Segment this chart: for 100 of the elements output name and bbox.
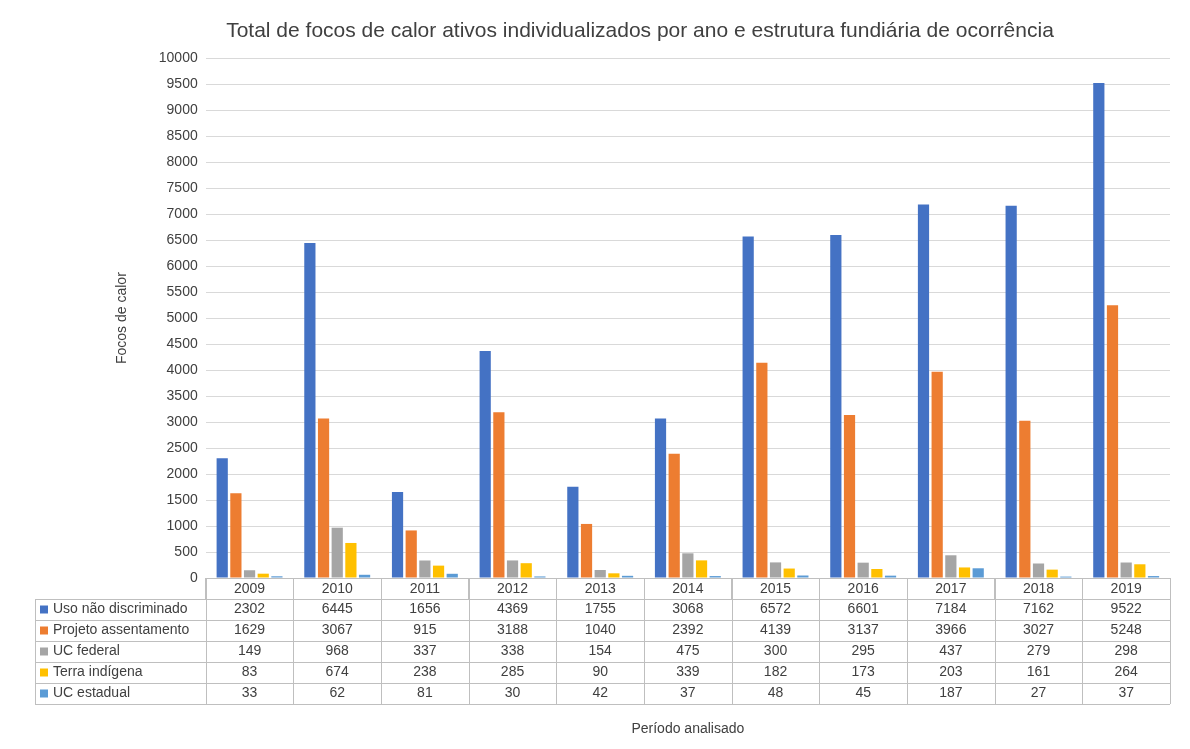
bar <box>608 573 620 578</box>
bar <box>230 493 242 578</box>
y-tick-label: 8500 <box>166 127 198 144</box>
data-label: 37 <box>680 684 696 701</box>
y-tick-label: 3500 <box>166 386 198 403</box>
bar <box>594 570 606 578</box>
bar <box>520 563 532 578</box>
bar <box>756 362 768 578</box>
bar <box>257 573 269 578</box>
y-tick-label: 5500 <box>166 282 198 299</box>
data-label: 2392 <box>672 621 704 638</box>
data-label: 149 <box>237 642 262 659</box>
bar <box>668 453 680 578</box>
bar <box>243 570 256 578</box>
data-label: 1040 <box>584 621 616 638</box>
y-tick-label: 4000 <box>166 360 198 377</box>
data-label: 27 <box>1030 684 1047 701</box>
legend-label: Terra indígena <box>53 663 143 680</box>
data-label: 475 <box>676 642 700 659</box>
data-label: 154 <box>588 642 613 659</box>
data-label: 182 <box>763 663 788 680</box>
y-tick-label: 10000 <box>158 49 198 66</box>
bar <box>1120 562 1132 578</box>
data-label: 4369 <box>496 600 529 617</box>
y-tick-label: 9500 <box>166 75 198 92</box>
x-tick-label: 2012 <box>496 580 529 597</box>
y-tick-label: 6500 <box>166 230 198 247</box>
bar <box>216 458 228 578</box>
bar <box>345 542 357 578</box>
bar <box>506 560 519 578</box>
data-label: 7184 <box>935 600 967 617</box>
bar <box>1032 563 1045 578</box>
data-label: 1656 <box>409 600 441 617</box>
x-tick-label: 2019 <box>1110 580 1142 597</box>
data-label: 2302 <box>233 600 266 617</box>
y-tick-label: 0 <box>189 568 198 585</box>
data-label: 33 <box>241 684 258 701</box>
bar <box>857 562 869 578</box>
x-tick-label: 2009 <box>233 580 266 597</box>
y-tick-label: 7000 <box>166 205 198 221</box>
data-label: 300 <box>763 642 788 659</box>
data-label: 915 <box>413 621 437 638</box>
x-tick-label: 2013 <box>584 580 616 597</box>
bar <box>419 560 431 578</box>
bar <box>972 568 984 578</box>
data-label: 187 <box>939 684 963 701</box>
data-label: 1755 <box>584 600 616 617</box>
bar <box>695 560 708 578</box>
y-tick-label: 2000 <box>166 464 198 481</box>
bar <box>1106 305 1119 578</box>
data-label: 337 <box>413 642 437 659</box>
x-tick-label: 2011 <box>409 580 441 597</box>
data-label: 83 <box>241 663 258 680</box>
data-label: 37 <box>1118 684 1135 701</box>
data-label: 238 <box>413 663 437 680</box>
bar <box>580 523 593 578</box>
bar <box>446 573 458 578</box>
data-label: 42 <box>592 684 609 701</box>
bar <box>493 412 505 578</box>
x-tick-label: 2018 <box>1022 580 1055 597</box>
y-tick-label: 8000 <box>166 153 198 170</box>
data-label: 45 <box>855 684 872 701</box>
y-tick-label: 500 <box>174 542 198 559</box>
bar <box>945 555 957 578</box>
y-tick-label: 9000 <box>166 101 198 118</box>
data-label: 279 <box>1026 642 1051 659</box>
data-label: 30 <box>504 684 521 701</box>
bar <box>432 565 445 578</box>
y-tick-label: 5000 <box>166 308 198 325</box>
y-tick-label: 1000 <box>166 516 198 533</box>
y-tick-label: 2500 <box>166 438 198 455</box>
x-tick-label: 2014 <box>672 580 704 597</box>
bar <box>682 553 694 578</box>
x-tick-label: 2016 <box>847 580 879 597</box>
bar <box>742 236 754 578</box>
legend-label: UC federal <box>53 642 120 659</box>
data-label: 3966 <box>935 621 967 638</box>
data-label: 298 <box>1114 642 1139 659</box>
bar <box>1093 83 1105 578</box>
y-tick-label: 7500 <box>166 179 198 196</box>
data-label: 173 <box>851 663 876 680</box>
bar <box>769 562 782 578</box>
bar <box>654 418 667 578</box>
legend-label: Uso não discriminado <box>53 600 188 617</box>
data-label: 48 <box>767 684 784 701</box>
data-label: 3137 <box>847 621 879 638</box>
bar <box>931 371 943 578</box>
y-tick-label: 4500 <box>166 334 198 351</box>
data-label: 90 <box>592 663 609 680</box>
data-label: 161 <box>1026 663 1051 680</box>
data-label: 4139 <box>759 621 792 638</box>
bar <box>958 567 971 578</box>
bar <box>405 530 417 578</box>
x-tick-label: 2010 <box>321 580 353 597</box>
data-label: 339 <box>676 663 700 680</box>
data-label: 6445 <box>321 600 353 617</box>
data-label: 62 <box>329 684 346 701</box>
data-label: 81 <box>417 684 433 701</box>
data-label: 203 <box>939 663 963 680</box>
data-label: 437 <box>939 642 963 659</box>
